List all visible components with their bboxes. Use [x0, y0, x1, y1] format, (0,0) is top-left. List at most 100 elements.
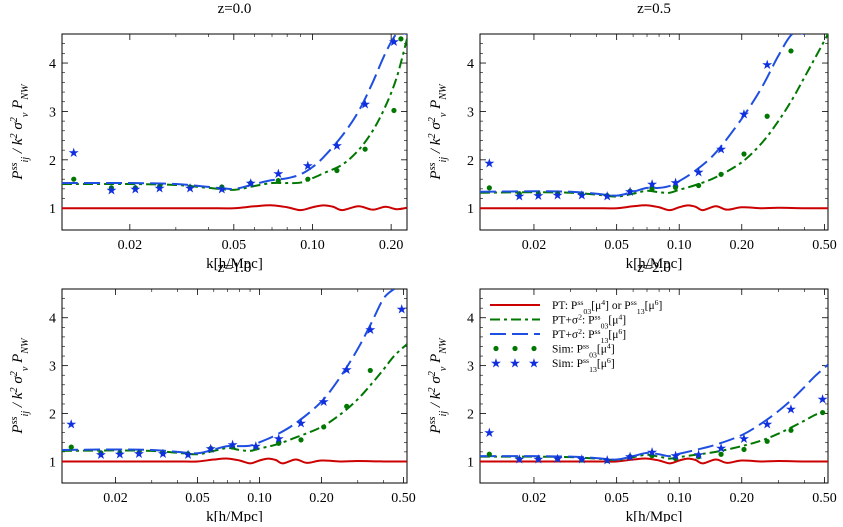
panel-10: z=1.0 1 2 3 4 0.02 0.05 0.10 0.20 0.50 k[h/Mpc] Pss…	[9, 260, 416, 525]
sim-point-03	[764, 438, 770, 444]
series-layer: ★ ★ ★ ★ ★ ★ ★ ★ ★ ★ ★ ★ ★	[480, 34, 828, 212]
sim-star-13: ★	[182, 447, 194, 462]
y-tick-label: 4	[49, 57, 56, 72]
series-pt	[62, 204, 407, 212]
plot-frame	[61, 33, 408, 231]
sim-star-13: ★	[130, 181, 142, 196]
y-tick-label: 2	[49, 408, 56, 423]
sim-point-03	[344, 403, 350, 409]
sim-point-03	[187, 184, 193, 190]
series-layer: ★ ★ ★ ★ ★ ★ ★ ★ ★ ★ ★ ★ ★ ★ ★	[480, 363, 829, 468]
sim-star-13: ★	[715, 142, 727, 157]
sim-star-13: ★	[576, 188, 588, 203]
y-axis-label: Pssij / k2 σ2v PNW	[9, 337, 31, 435]
y-tick-label: 3	[49, 105, 56, 120]
x-tick-label: 0.02	[522, 491, 547, 506]
x-tick-label: 0.10	[300, 238, 325, 253]
x-tick-label: 0.02	[103, 491, 128, 506]
sim-point-03	[132, 185, 138, 191]
sim-point-03	[516, 191, 522, 197]
sim-star-13: ★	[670, 448, 682, 463]
x-tick-label: 0.50	[812, 238, 837, 253]
y-tick-label: 4	[467, 57, 474, 72]
panel-20: z=2.0 1 2 3 4 0.02 0.05 0.10 0.20 0.50 k[h/Mpc] Pss…	[427, 260, 837, 525]
sim-point-03	[219, 184, 225, 190]
series-pt-sigma-03	[62, 38, 407, 191]
sim-star-13: ★	[95, 447, 107, 462]
y-tick-label: 2	[49, 154, 56, 169]
y-axis-label: Pssij / k2 σ2v PNW	[427, 83, 449, 181]
x-axis-label: k[h/Mpc]	[206, 509, 263, 522]
series-pt-sigma-13	[62, 34, 407, 190]
sim-star-13: ★	[624, 184, 636, 199]
y-tick-label: 2	[467, 408, 474, 423]
sim-star-13: ★	[157, 446, 169, 461]
sim-point-03	[741, 151, 747, 157]
sim-star-13: ★	[68, 145, 80, 160]
series-pt	[480, 204, 828, 212]
sim-star-13: ★	[396, 302, 408, 317]
sim-star-13: ★	[552, 451, 564, 466]
series-layer: ★ ★ ★ ★ ★ ★ ★ ★ ★ ★ ★ ★	[62, 34, 407, 212]
sim-star-13: ★	[65, 417, 77, 432]
x-tick-label: 0.20	[730, 238, 755, 253]
sim-point-03	[276, 440, 282, 446]
sim-star-13: ★	[785, 401, 797, 416]
sim-point-03	[253, 445, 259, 451]
plot-frame	[61, 288, 408, 484]
sim-star-13: ★	[250, 439, 262, 454]
y-tick-label: 2	[467, 154, 474, 169]
sim-star-13: ★	[216, 181, 228, 196]
sim-point-03	[185, 451, 191, 457]
sim-star-13: ★	[646, 444, 658, 459]
x-tick-label: 0.05	[604, 238, 629, 253]
series-layer: ★ ★ ★ ★ ★ ★ ★ ★ ★ ★ ★ ★ ★ ★ ★	[62, 289, 408, 465]
sim-point-03	[627, 454, 633, 460]
sim-point-03	[820, 409, 826, 416]
panel-title: z=1.0	[218, 260, 252, 276]
sim-point-03	[696, 182, 702, 189]
sim-point-03	[117, 450, 123, 456]
sim-point-03	[71, 176, 77, 182]
sim-point-03	[486, 451, 492, 457]
sim-star-13: ★	[273, 431, 285, 446]
series-pt	[480, 457, 828, 465]
sim-star-13: ★	[761, 57, 773, 72]
sim-point-03	[367, 367, 373, 374]
sim-point-03	[229, 444, 236, 450]
sim-point-03	[208, 445, 214, 452]
sim-point-03	[298, 437, 304, 443]
sim-point-03	[741, 446, 747, 453]
sim-point-03	[98, 450, 104, 456]
sim-point-03	[579, 192, 585, 198]
sim-star-13: ★	[295, 416, 307, 431]
y-tick-label: 4	[467, 312, 474, 327]
legend-dot	[493, 345, 499, 352]
x-tick-label: 0.10	[667, 491, 692, 506]
sim-point-03	[157, 183, 163, 190]
y-tick-label: 3	[49, 360, 56, 375]
x-tick-label: 0.10	[247, 491, 272, 506]
y-tick-label: 4	[49, 312, 56, 327]
sim-point-03	[160, 450, 166, 456]
sim-star-13: ★	[738, 106, 750, 121]
sim-star-13: ★	[513, 189, 525, 204]
x-tick-label: 0.50	[812, 491, 837, 506]
sim-point-03	[136, 450, 142, 456]
sim-star-13: ★	[106, 182, 118, 197]
panel-title: z=2.0	[637, 260, 671, 276]
legend-label: PT: Pss03[μ4] or Pss13[μ6]	[552, 298, 662, 316]
x-tick-label: 0.20	[309, 491, 334, 506]
y-tick-label: 1	[49, 455, 56, 470]
y-axis-label: Pssij / k2 σ2v PNW	[9, 83, 31, 181]
sim-point-03	[516, 456, 522, 462]
sim-star-13: ★	[817, 392, 829, 407]
sim-star-13: ★	[552, 188, 564, 203]
sim-star-13: ★	[715, 441, 727, 456]
series-pt-sigma-03	[62, 343, 407, 456]
y-tick-label: 3	[467, 360, 474, 375]
y-tick-label: 3	[467, 105, 474, 120]
sim-star-13: ★	[738, 431, 750, 446]
sim-point-03	[579, 457, 585, 463]
